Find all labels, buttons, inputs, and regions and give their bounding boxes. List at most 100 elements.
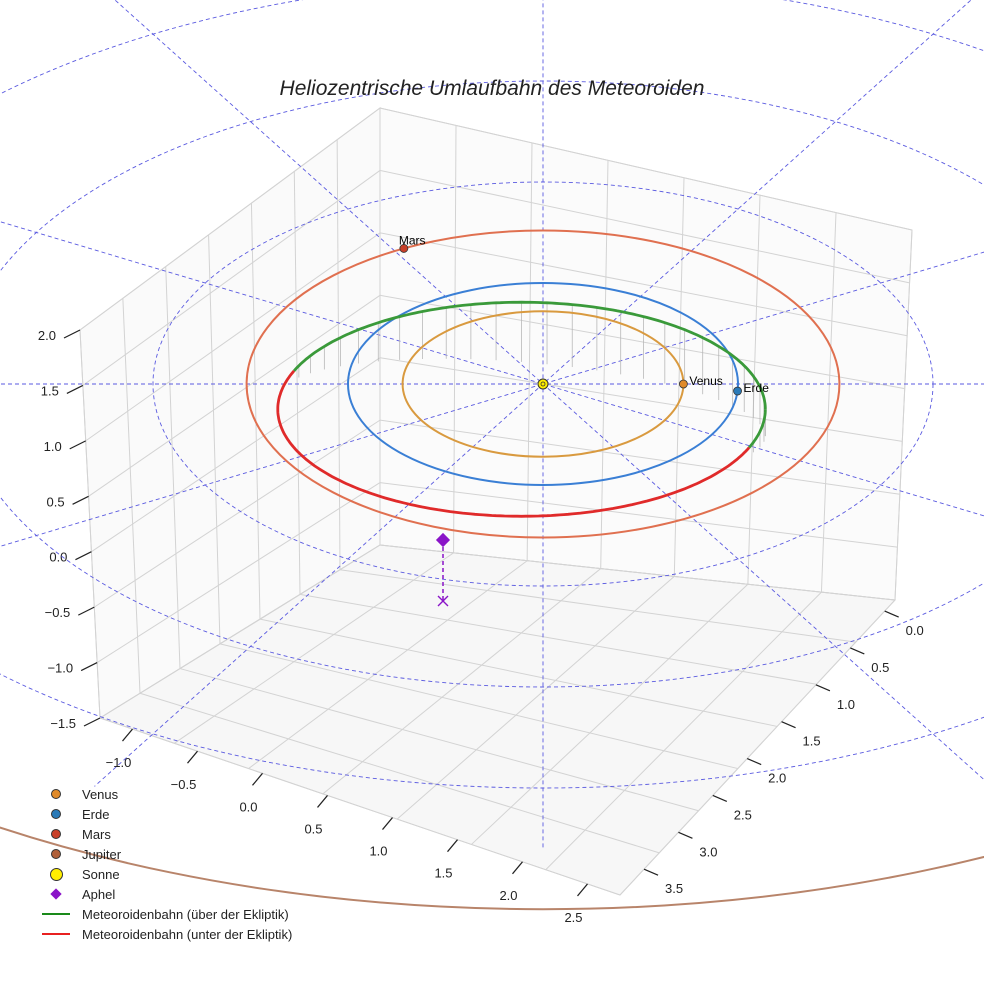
z-tick-label: 0.0 <box>49 550 67 565</box>
gridline-floor-y <box>379 544 896 601</box>
z-tick-label: −1.0 <box>47 661 73 676</box>
planet-venus <box>679 379 688 389</box>
y-tick-label: 3.0 <box>699 844 717 859</box>
x-tick-label: 2.0 <box>499 888 517 903</box>
legend-item: Meteoroidenbahn (über der Ekliptik) <box>38 904 292 924</box>
meteoroid-below <box>276 370 751 518</box>
y-tick <box>746 758 762 766</box>
gridline-z-back <box>379 482 898 548</box>
gridline-v-left <box>208 234 221 644</box>
z-tick <box>80 662 98 672</box>
gridline-floor-x <box>248 560 528 769</box>
y-tick <box>815 684 831 692</box>
gridline-floor-y <box>179 668 699 812</box>
legend-label: Sonne <box>82 866 120 882</box>
y-tick <box>643 868 659 876</box>
legend-item: Jupiter <box>38 844 292 864</box>
gridline-z-left <box>82 170 381 386</box>
gridline-z-back <box>379 357 903 442</box>
gridline-z-back <box>379 294 905 390</box>
gridline-v-back <box>673 177 685 577</box>
legend-item: Aphel <box>38 884 292 904</box>
x-tick <box>447 839 458 853</box>
gridline-v-left <box>165 266 181 669</box>
planet-mars <box>399 244 409 253</box>
x-tick <box>512 861 523 875</box>
sun-core <box>540 381 546 387</box>
gridline-v-left <box>293 171 301 595</box>
gridline-floor-y <box>299 593 817 685</box>
legend-label: Aphel <box>82 886 116 902</box>
legend-item: Venus <box>38 784 292 804</box>
legend: Venus Erde Mars Jupiter Sonne Aphel Meteoroide… <box>38 784 292 944</box>
y-tick-label: 2.0 <box>768 771 786 786</box>
gridline-floor-y <box>259 618 778 727</box>
gridline-floor-x <box>396 576 675 820</box>
meteoroid-orbit <box>276 300 767 518</box>
z-tick-label: −0.5 <box>45 605 71 620</box>
y-tick-label: 0.0 <box>906 623 924 638</box>
legend-symbol <box>38 784 74 804</box>
z-tick <box>66 384 84 394</box>
legend-label: Venus <box>82 786 119 802</box>
legend-item: Erde <box>38 804 292 824</box>
planet-label-erde: Erde <box>744 381 770 395</box>
z-tick <box>69 440 86 450</box>
planet-label-venus: Venus <box>689 374 722 388</box>
y-tick <box>678 831 693 839</box>
gridline-z-left <box>88 294 381 497</box>
x-tick-label: 1.0 <box>369 844 387 859</box>
planet-orbits <box>0 229 984 911</box>
x-tick-label: 1.5 <box>434 866 452 881</box>
legend-symbol <box>38 824 74 844</box>
legend-label: Erde <box>82 806 110 822</box>
legend-label: Meteoroidenbahn (über der Ekliptik) <box>82 906 289 922</box>
gridline-floor-x <box>545 591 822 871</box>
legend-symbol <box>38 924 74 944</box>
sun-marker <box>537 378 549 390</box>
gridline-floor-x <box>99 544 381 719</box>
orbit-jupiter <box>0 826 984 911</box>
aphel-projection <box>437 595 449 607</box>
gridline-floor-y <box>139 692 660 854</box>
z-tick-label: 0.5 <box>46 494 64 509</box>
gridline-floor-y <box>339 569 856 643</box>
z-tick-label: 2.0 <box>38 328 56 343</box>
gridline-floor-y <box>99 717 621 896</box>
y-tick <box>781 721 796 729</box>
x-tick <box>122 728 133 742</box>
x-tick <box>252 772 263 786</box>
gridline-z-back <box>379 232 908 337</box>
gridline-v-back <box>747 195 761 585</box>
gridline-v-back <box>453 125 457 553</box>
axes-panes <box>79 107 913 896</box>
meteoroid-above <box>748 409 767 449</box>
x-tick <box>577 883 588 897</box>
legend-item: Meteoroidenbahn (unter der Ekliptik) <box>38 924 292 944</box>
x-tick-label: −1.0 <box>106 755 132 770</box>
y-tick <box>884 610 899 618</box>
legend-symbol <box>38 804 74 824</box>
gridline-v-left <box>250 203 261 620</box>
x-tick-label: −0.5 <box>171 777 197 792</box>
orbit-erde <box>347 282 739 486</box>
orbit-mars <box>245 229 841 539</box>
x-tick <box>382 817 393 830</box>
gridline-v-left <box>122 298 141 694</box>
back-wall <box>379 107 913 601</box>
z-tick-label: 1.5 <box>41 383 59 398</box>
legend-label: Meteoroidenbahn (unter der Ekliptik) <box>82 926 293 942</box>
legend-symbol <box>38 844 74 864</box>
meteoroid-above <box>292 300 767 410</box>
x-tick-label: 0.0 <box>239 799 257 814</box>
x-tick <box>187 750 198 764</box>
z-tick <box>83 717 101 727</box>
legend-symbol <box>38 864 74 884</box>
gridline-v-back <box>820 212 837 593</box>
x-tick-label: 2.5 <box>564 910 582 925</box>
y-tick-label: 3.5 <box>665 881 683 896</box>
gridline-floor-x <box>471 583 749 845</box>
z-tick <box>75 551 92 561</box>
legend-label: Mars <box>82 826 111 842</box>
